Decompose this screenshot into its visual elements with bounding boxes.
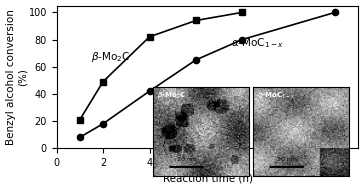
Text: $\beta$-Mo$_2$C: $\beta$-Mo$_2$C (91, 50, 131, 64)
Text: $\beta$-Mo$_2$C: $\beta$-Mo$_2$C (157, 91, 186, 101)
Text: $\alpha$-MoC$_{1-x}$: $\alpha$-MoC$_{1-x}$ (231, 37, 284, 50)
Text: 20 nm: 20 nm (177, 156, 197, 162)
Text: 20 nm: 20 nm (277, 156, 297, 162)
Text: $\alpha$-MoC$_{1-x}$: $\alpha$-MoC$_{1-x}$ (257, 91, 296, 101)
X-axis label: Reaction time (h): Reaction time (h) (163, 174, 253, 184)
Y-axis label: Benzyl alcohol conversion
(%): Benzyl alcohol conversion (%) (5, 9, 27, 145)
